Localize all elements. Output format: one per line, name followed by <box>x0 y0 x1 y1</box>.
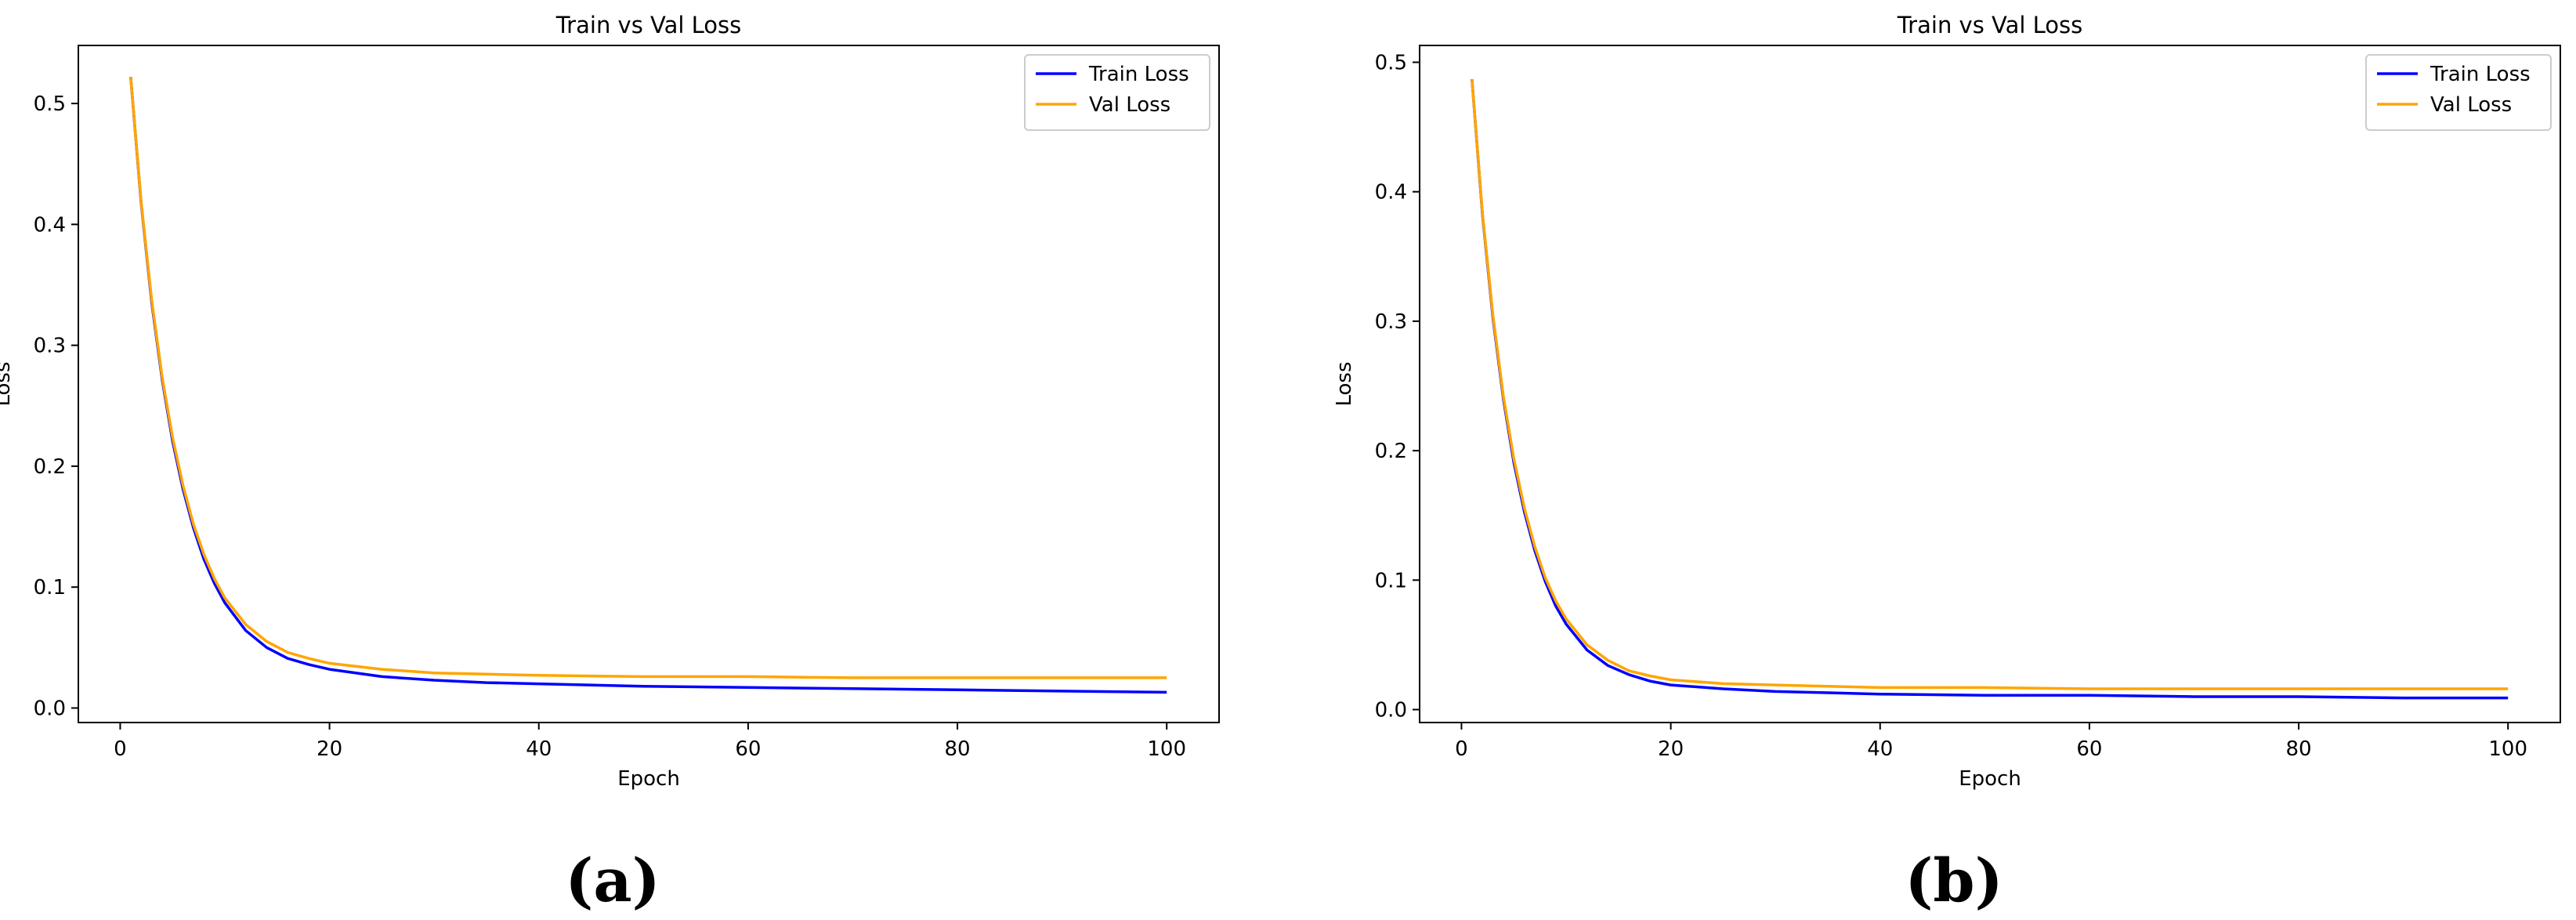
y-tick-label: 0.3 <box>34 335 66 358</box>
x-tick-label: 100 <box>1147 737 1186 761</box>
y-axis-label: Loss <box>0 361 15 406</box>
y-tick-label: 0.5 <box>1375 51 1407 74</box>
x-axis-label: Epoch <box>617 767 680 791</box>
legend-label: Val Loss <box>1089 93 1170 117</box>
panel-a: Train vs Val Loss 0 20 40 60 80 100 0.0 0.1 0.2 0.… <box>0 12 1220 791</box>
x-tick-label: 60 <box>735 737 761 761</box>
x-tick-label: 80 <box>945 737 971 761</box>
plot-frame <box>78 45 1220 723</box>
legend-label: Train Loss <box>2429 63 2531 86</box>
plot-frame <box>1419 45 2561 723</box>
legend-label: Val Loss <box>2430 93 2512 117</box>
x-tick-label: 100 <box>2488 737 2527 761</box>
x-axis-label: Epoch <box>1959 767 2021 791</box>
x-tick-label: 20 <box>317 737 342 761</box>
x-tick-label: 80 <box>2286 737 2312 761</box>
y-axis-label: Loss <box>1333 361 1356 406</box>
x-tick-label: 40 <box>1867 737 1893 761</box>
x-tick-label: 40 <box>526 737 552 761</box>
y-tick-label: 0.0 <box>34 697 66 720</box>
legend-label: Train Loss <box>1088 63 1189 86</box>
x-tick-label: 0 <box>1455 737 1468 761</box>
series-line-val-loss <box>129 76 1167 679</box>
panel-b: Train vs Val Loss 0 20 40 60 80 100 0.0 0.1 0.2 0.… <box>1333 12 2561 791</box>
y-tick-label: 0.5 <box>34 92 66 116</box>
legend: Train Loss Val Loss <box>1024 54 1210 131</box>
chart-title: Train vs Val Loss <box>555 12 742 38</box>
series-line-val-loss <box>1471 78 2509 690</box>
y-tick-label: 0.0 <box>1375 698 1407 722</box>
x-tick-label: 0 <box>114 737 127 761</box>
y-tick-label: 0.4 <box>1375 181 1407 205</box>
legend: Train Loss Val Loss <box>2365 54 2552 131</box>
y-tick-label: 0.1 <box>1375 569 1407 592</box>
y-tick-label: 0.1 <box>34 576 66 599</box>
y-tick-label: 0.3 <box>1375 310 1407 334</box>
caption-a: (a) <box>565 846 660 915</box>
x-tick-label: 20 <box>1658 737 1684 761</box>
caption-b: (b) <box>1905 846 2003 915</box>
x-tick-label: 60 <box>2076 737 2102 761</box>
y-tick-label: 0.2 <box>1375 440 1407 463</box>
chart-title: Train vs Val Loss <box>1897 12 2083 38</box>
y-tick-label: 0.2 <box>34 455 66 479</box>
y-tick-label: 0.4 <box>34 213 66 237</box>
